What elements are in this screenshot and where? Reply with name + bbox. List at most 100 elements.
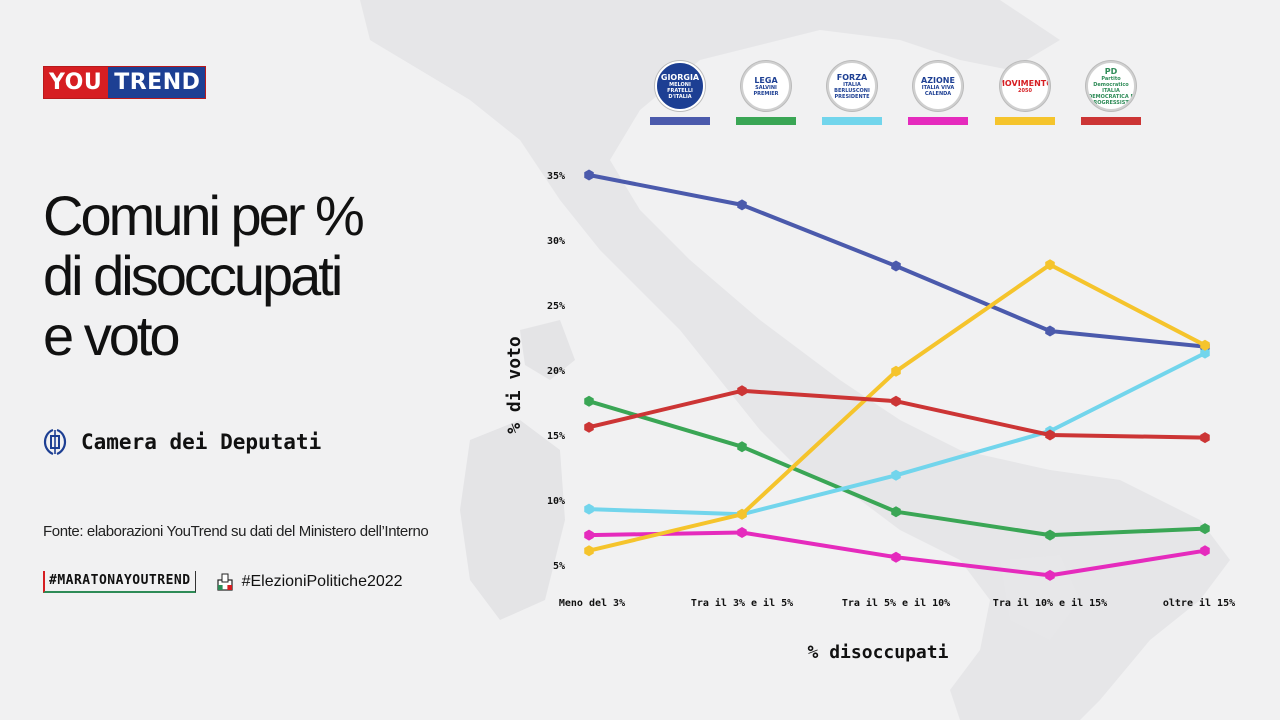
party-logo-circle: PD Partito Democratico ITALIA DEMOCRATICA … <box>1086 61 1136 111</box>
data-point <box>1045 569 1055 581</box>
page-title: Comuni per % di disoccupati e voto <box>43 186 463 366</box>
party-logo-circle: FORZA ITALIA BERLUSCONI PRESIDENTE <box>827 61 877 111</box>
hashtag-elezioni-group: #ElezioniPolitiche2022 <box>216 573 403 591</box>
x-tick-label: oltre il 15% <box>1163 597 1235 609</box>
hashtag-maratona: #MARATONAYOUTREND <box>43 571 196 593</box>
party-logo-text: ITALIA VIVA <box>921 84 955 91</box>
data-point <box>584 529 594 541</box>
data-point <box>737 508 747 520</box>
logo-trend-text: Trend <box>108 67 206 98</box>
data-point <box>891 395 901 407</box>
x-tick-label: Tra il 10% e il 15% <box>993 597 1107 609</box>
ballot-box-icon <box>216 573 233 591</box>
party-color-bar <box>995 117 1055 125</box>
title-line-1: Comuni per % <box>43 184 365 247</box>
party-logo-circle: GIORGIA MELONI FRATELLI D'ITALIA <box>655 61 705 111</box>
data-point <box>584 503 594 515</box>
title-line-2: di disoccupati <box>43 244 343 307</box>
series-line <box>588 351 1206 517</box>
data-point <box>584 169 594 181</box>
x-tick-label: Tra il 3% e il 5% <box>691 597 793 609</box>
youtrend-logo: You Trend <box>43 66 207 99</box>
data-point <box>891 260 901 272</box>
logo-you-text: You <box>49 70 103 95</box>
chamber-emblem-icon <box>43 428 67 456</box>
party-logo-text: BERLUSCONI <box>834 87 870 94</box>
series-line <box>588 173 1206 349</box>
data-point <box>737 199 747 211</box>
data-point <box>891 365 901 377</box>
data-point <box>1200 545 1210 557</box>
party-logo-text: PD <box>1104 66 1118 76</box>
data-point <box>1045 429 1055 441</box>
party-logo-6: PD Partito Democratico ITALIA DEMOCRATICA … <box>1081 61 1141 125</box>
party-logo-3: FORZA ITALIA BERLUSCONI PRESIDENTE <box>822 61 882 125</box>
data-point <box>1045 325 1055 337</box>
party-color-bar <box>736 117 796 125</box>
party-logo-text: FORZA <box>836 72 868 82</box>
x-tick-label: Meno del 3% <box>559 598 625 609</box>
y-tick-label: 20% <box>547 366 565 377</box>
party-logo-text: FRATELLI <box>667 87 693 94</box>
data-point <box>737 527 747 538</box>
x-tick-label: Tra il 5% e il 10% <box>842 597 950 609</box>
party-logo-text: CALENDA <box>924 90 952 97</box>
data-point <box>737 441 747 453</box>
party-logo-text: AZIONE <box>921 75 955 85</box>
data-point <box>891 551 901 563</box>
chamber-label: Camera dei Deputati <box>81 430 322 454</box>
party-logo-text: LEGA <box>754 75 778 85</box>
party-logo-text: PREMIER <box>753 90 779 97</box>
x-axis-label: % disoccupati <box>808 642 949 663</box>
series-5 <box>584 259 1210 557</box>
y-tick-label: 10% <box>547 496 565 507</box>
data-point <box>1045 529 1055 541</box>
party-logo-1: GIORGIA MELONI FRATELLI D'ITALIA <box>650 61 710 125</box>
party-color-bar <box>908 117 968 125</box>
party-color-bar <box>822 117 882 125</box>
party-logo-text: PRESIDENTE <box>834 93 870 100</box>
series-4 <box>584 527 1210 581</box>
data-point <box>1200 432 1210 444</box>
party-logo-circle: AZIONE ITALIA VIVA CALENDA <box>913 61 963 111</box>
series-2 <box>584 395 1210 541</box>
y-tick-label: 35% <box>547 171 565 182</box>
y-tick-label: 5% <box>553 561 565 572</box>
series-1 <box>584 169 1210 353</box>
party-color-bar <box>650 117 710 125</box>
y-tick-label: 25% <box>547 301 565 312</box>
y-tick-label: 30% <box>547 236 565 247</box>
data-point <box>891 469 901 481</box>
party-logo-text: MELONI <box>669 81 691 88</box>
party-color-bar <box>1081 117 1141 125</box>
party-logo-text: SALVINI <box>755 84 777 91</box>
party-logo-text: GIORGIA <box>660 72 700 82</box>
series-6 <box>584 385 1210 444</box>
party-logo-2: LEGA SALVINI PREMIER <box>736 61 796 125</box>
party-logo-text: Partito Democratico <box>1093 75 1129 88</box>
party-logo-4: AZIONE ITALIA VIVA CALENDA <box>908 61 968 125</box>
party-logo-5: MOVIMENTO2050 <box>995 61 1055 125</box>
party-logo-text: 2050 <box>1018 87 1032 94</box>
hashtag-elezioni: #ElezioniPolitiche2022 <box>241 573 403 590</box>
party-logo-text: ITALIA <box>843 81 861 88</box>
data-point <box>584 421 594 433</box>
source-note: Fonte: elaborazioni YouTrend su dati del… <box>43 523 429 540</box>
y-tick-label: 15% <box>547 431 565 442</box>
party-logo-circle: MOVIMENTO2050 <box>1000 61 1050 111</box>
data-point <box>891 506 901 518</box>
party-logo-text: D'ITALIA <box>668 93 692 100</box>
data-point <box>1200 339 1210 351</box>
data-point <box>1200 347 1210 359</box>
party-logo-circle: LEGA SALVINI PREMIER <box>741 61 791 111</box>
data-point <box>584 395 594 407</box>
y-axis-label: % di voto <box>504 336 525 434</box>
chamber-indicator: Camera dei Deputati <box>43 428 321 456</box>
party-logo-text: ITALIA DEMOCRATICA E PROGRESSISTA <box>1088 87 1134 106</box>
data-point <box>1200 523 1210 535</box>
hashtags: #MARATONAYOUTREND #ElezioniPolitiche2022 <box>43 571 403 593</box>
title-line-3: e voto <box>43 304 181 367</box>
data-point <box>1045 259 1055 271</box>
